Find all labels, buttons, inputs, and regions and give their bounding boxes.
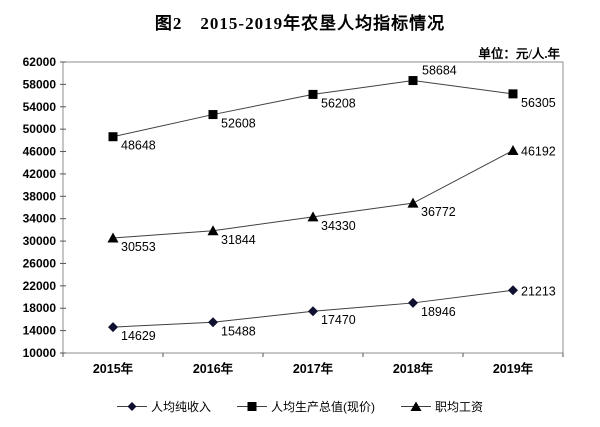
data-point-label: 21213 [521, 284, 556, 298]
data-point-label: 31844 [221, 233, 256, 247]
data-point-label: 46192 [521, 144, 556, 158]
data-point-marker [207, 225, 219, 236]
data-point-marker [308, 306, 318, 317]
data-point-label: 58684 [422, 64, 457, 78]
data-point-label: 48648 [121, 139, 156, 153]
x-axis-tick-label: 2019年 [493, 361, 534, 376]
legend-label: 职均工资 [435, 400, 484, 414]
data-point-marker [408, 76, 418, 86]
data-point-label: 36772 [421, 205, 456, 219]
data-point-marker [308, 89, 318, 99]
legend-label: 人均纯收入 [150, 400, 211, 414]
series-line [112, 150, 514, 239]
series-line [112, 80, 514, 138]
y-axis-tick-label: 58000 [23, 77, 57, 91]
data-point-marker [508, 89, 518, 99]
data-point-label: 52608 [221, 117, 256, 131]
y-axis-tick-label: 54000 [23, 100, 57, 114]
data-point-marker [208, 317, 218, 328]
unit-label: 单位：元/人.年 [478, 47, 560, 61]
data-point-marker [108, 322, 118, 333]
x-axis-tick-label: 2018年 [393, 361, 434, 376]
y-axis-tick-label: 42000 [23, 167, 57, 181]
data-point-label: 15488 [221, 324, 256, 338]
legend-marker-triangle-icon [401, 401, 431, 411]
y-axis-tick-label: 10000 [23, 346, 57, 360]
y-axis-tick-label: 14000 [23, 324, 57, 338]
legend-item-wage: 职均工资 [401, 398, 483, 415]
data-point-label: 17470 [321, 313, 356, 327]
legend-item-net-income: 人均纯收入 [116, 398, 211, 415]
x-axis-tick-label: 2017年 [293, 361, 334, 376]
data-point-marker [208, 110, 218, 120]
plot-frame [62, 61, 564, 354]
y-axis-tick-label: 30000 [23, 234, 57, 248]
legend-label: 人均生产总值(现价) [271, 400, 375, 414]
chart-title: 图2 2015-2019年农垦人均指标情况 [154, 14, 446, 33]
data-point-marker [507, 144, 519, 155]
data-point-marker [408, 297, 418, 308]
data-point-label: 14629 [121, 329, 156, 343]
y-axis-tick-label: 26000 [23, 256, 57, 270]
data-point-marker [407, 197, 419, 208]
data-point-marker [307, 211, 319, 222]
data-point-marker [108, 132, 118, 142]
chart-legend: 人均纯收入 人均生产总值(现价) 职均工资 [0, 398, 600, 415]
data-point-label: 30553 [121, 240, 156, 254]
legend-marker-diamond-icon [116, 402, 147, 411]
data-point-marker [508, 285, 518, 296]
y-axis-tick-label: 34000 [23, 212, 57, 226]
x-axis-tick-label: 2016年 [193, 361, 234, 376]
data-point-label: 18946 [421, 305, 456, 319]
data-point-label: 56305 [521, 96, 556, 110]
data-point-label: 56208 [321, 96, 356, 110]
y-axis-tick-label: 50000 [23, 122, 57, 136]
data-point-label: 34330 [321, 219, 356, 233]
legend-item-gdp: 人均生产总值(现价) [237, 398, 375, 415]
x-axis-tick-label: 2015年 [93, 361, 134, 376]
y-axis-tick-label: 18000 [23, 301, 57, 315]
y-axis-tick-label: 38000 [23, 189, 57, 203]
y-axis-tick-label: 62000 [23, 55, 57, 69]
y-axis-tick-label: 22000 [23, 279, 57, 293]
y-axis-tick-label: 46000 [23, 145, 57, 159]
data-point-marker [107, 232, 119, 243]
legend-marker-square-icon [237, 402, 267, 411]
